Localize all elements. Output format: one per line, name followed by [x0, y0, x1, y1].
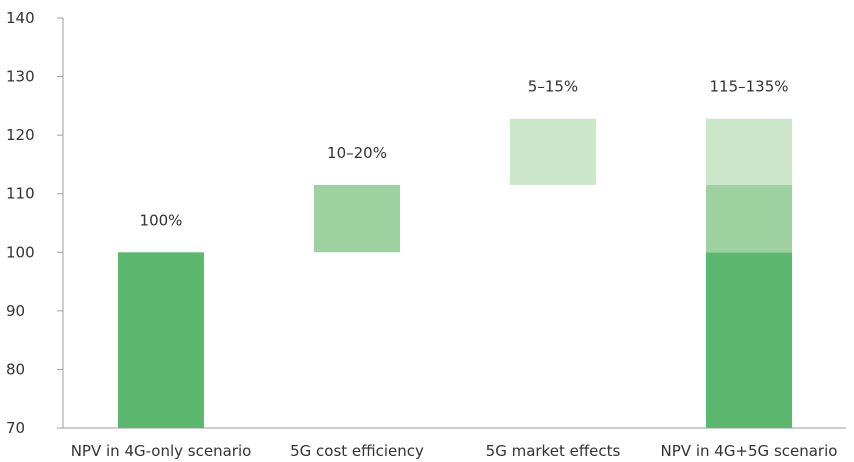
category-label: NPV in 4G-only scenario: [71, 442, 252, 460]
data-label: 115–135%: [709, 78, 788, 96]
bar-segment: [706, 118, 792, 185]
y-tick-label: 140: [6, 9, 35, 27]
y-tick-label: 100: [6, 243, 35, 261]
bar-segment: [118, 252, 204, 428]
bar-segment: [706, 252, 792, 428]
data-label: 10–20%: [327, 144, 387, 162]
y-tick-label: 80: [6, 360, 25, 378]
bars: [118, 118, 792, 428]
category-label: 5G cost efficiency: [290, 442, 424, 460]
category-label: NPV in 4G+5G scenario: [661, 442, 838, 460]
category-label: 5G market effects: [486, 442, 621, 460]
y-tick-label: 90: [6, 302, 25, 320]
y-tick-label: 120: [6, 126, 35, 144]
bar-segment: [314, 184, 400, 253]
y-tick-label: 110: [6, 185, 35, 203]
y-tick-label: 130: [6, 68, 35, 86]
data-label: 5–15%: [528, 78, 578, 96]
data-label: 100%: [140, 211, 183, 229]
y-tick-label: 70: [6, 419, 25, 437]
labels: NPV in 4G-only scenario 5G cost efficienc…: [71, 78, 838, 460]
bar-segment: [510, 118, 596, 185]
bar-segment: [706, 184, 792, 253]
